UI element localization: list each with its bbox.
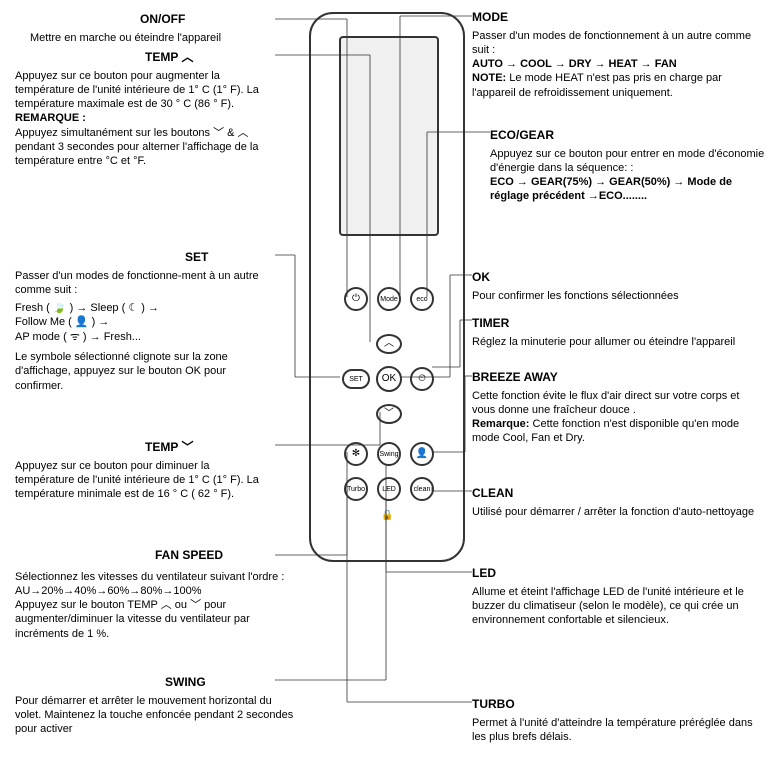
turbo-body: Permet à l'unité d'atteindre la températ…: [472, 716, 764, 745]
clean-button: clean: [410, 477, 434, 501]
annot-turbo: TURBO Permet à l'unité d'atteindre la te…: [472, 697, 764, 744]
mode-line2: AUTO → COOL → DRY → HEAT → FAN: [472, 58, 677, 70]
fan-label: ✻: [352, 449, 360, 459]
annot-temp-down: TEMP ﹀ Appuyez sur ce bouton pour diminu…: [15, 440, 270, 501]
turbo-label: Turbo: [347, 486, 365, 493]
annot-timer: TIMER Réglez la minuterie pour allumer o…: [472, 316, 764, 349]
timer-body: Réglez la minuterie pour allumer ou étei…: [472, 335, 764, 349]
set-line2: Fresh ( 🍃 ) → Sleep ( ☾ ) →: [15, 301, 270, 315]
set-label: SET: [349, 376, 363, 383]
annot-ok: OK Pour confirmer les fonctions sélectio…: [472, 270, 764, 303]
temp-down-title: TEMP ﹀: [15, 440, 270, 456]
annot-led: LED Allume et éteint l'affichage LED de …: [472, 566, 764, 627]
set-line4: AP mode ( ᯤ ) → Fresh...: [15, 330, 270, 344]
ok-title: OK: [472, 270, 764, 286]
temp-down-body: Appuyez sur ce bouton pour diminuer la t…: [15, 459, 270, 502]
annot-breeze: BREEZE AWAY Cette fonction évite le flux…: [472, 370, 764, 446]
led-body: Allume et éteint l'affichage LED de l'un…: [472, 585, 764, 628]
temp-up-body: Appuyez sur ce bouton pour augmenter la …: [15, 69, 270, 112]
fan-speed-line3: Appuyez sur le bouton TEMP ︿ ou ﹀ pour a…: [15, 598, 290, 641]
temp-up-title: TEMP ︿: [15, 50, 270, 66]
led-label: LED: [382, 486, 396, 493]
annot-mode: MODE Passer d'un modes de fonctionnement…: [472, 10, 764, 100]
ok-body: Pour confirmer les fonctions sélectionné…: [472, 289, 764, 303]
set-line3: Follow Me ( 👤 ) →: [15, 315, 270, 329]
turbo-title: TURBO: [472, 697, 764, 713]
temp-up-note-label: REMARQUE :: [15, 112, 86, 124]
annot-fan-speed: FAN SPEED Sélectionnez les vitesses du v…: [15, 548, 290, 641]
down-label: ﹀: [384, 409, 394, 419]
set-button: SET: [342, 369, 370, 389]
set-body1: Passer d'un modes de fonctionne-ment à u…: [15, 269, 270, 298]
timer-label: ⏲: [418, 374, 426, 384]
onoff-title: ON/OFF: [30, 12, 300, 28]
swing-body: Pour démarrer et arrêter le mouvement ho…: [15, 694, 295, 737]
annot-clean: CLEAN Utilisé pour démarrer / arrêter la…: [472, 486, 764, 519]
fan-speed-line1: Sélectionnez les vitesses du ventilateur…: [15, 570, 290, 584]
swing-label: Swing: [379, 451, 398, 458]
annot-eco: ECO/GEAR Appuyez sur ce bouton pour entr…: [490, 128, 765, 204]
led-title: LED: [472, 566, 764, 582]
clean-label: clean: [414, 486, 431, 493]
down-button: ﹀: [376, 404, 402, 424]
breeze-label: 👤: [416, 449, 428, 459]
breeze-body: Cette fonction évite le flux d'air direc…: [472, 389, 764, 418]
mode-title: MODE: [472, 10, 764, 26]
clean-body: Utilisé pour démarrer / arrêter la fonct…: [472, 505, 764, 519]
fan-speed-title: FAN SPEED: [15, 548, 290, 564]
eco-line2: ECO → GEAR(75%) → GEAR(50%) → Mode de ré…: [490, 176, 732, 202]
eco-line1: Appuyez sur ce bouton pour entrer en mod…: [490, 147, 765, 176]
annot-onoff: ON/OFF Mettre en marche ou éteindre l'ap…: [30, 12, 300, 45]
mode-note: Le mode HEAT n'est pas pris en charge pa…: [472, 72, 722, 98]
up-button: ︿: [376, 334, 402, 354]
annot-temp-up: TEMP ︿ Appuyez sur ce bouton pour augmen…: [15, 50, 270, 169]
remote-screen: [339, 36, 439, 236]
ok-button: OK: [376, 366, 402, 392]
remote-body: ⏻ Mode eco ︿ SET OK ⏲ ﹀ ✻ Swing 👤 Turbo LED clean 🔒: [309, 12, 465, 562]
timer-title: TIMER: [472, 316, 764, 332]
set-body2: Le symbole sélectionné clignote sur la z…: [15, 350, 270, 393]
mode-label: Mode: [380, 296, 398, 303]
up-label: ︿: [384, 339, 394, 349]
annot-set: SET Passer d'un modes de fonctionne-ment…: [15, 250, 270, 393]
eco-title: ECO/GEAR: [490, 128, 765, 144]
power-button: ⏻: [344, 287, 368, 311]
eco-button: eco: [410, 287, 434, 311]
turbo-button: Turbo: [344, 477, 368, 501]
mode-line1: Passer d'un modes de fonctionnement à un…: [472, 29, 764, 58]
breeze-note-label: Remarque:: [472, 418, 529, 430]
clean-title: CLEAN: [472, 486, 764, 502]
lock-icon: 🔒: [381, 509, 393, 522]
breeze-button: 👤: [410, 442, 434, 466]
timer-button: ⏲: [410, 367, 434, 391]
power-label: ⏻: [352, 294, 360, 304]
onoff-body: Mettre en marche ou éteindre l'appareil: [30, 31, 300, 45]
fan-button: ✻: [344, 442, 368, 466]
mode-button: Mode: [377, 287, 401, 311]
temp-up-note: Appuyez simultanément sur les boutons ﹀ …: [15, 126, 270, 169]
led-button: LED: [377, 477, 401, 501]
swing-button: Swing: [377, 442, 401, 466]
breeze-title: BREEZE AWAY: [472, 370, 764, 386]
swing-title: SWING: [15, 675, 295, 691]
set-title: SET: [15, 250, 270, 266]
fan-speed-line2: AU→20%→40%→60%→80%→100%: [15, 584, 290, 598]
annot-swing: SWING Pour démarrer et arrêter le mouvem…: [15, 675, 295, 736]
ok-label: OK: [382, 374, 396, 384]
mode-note-label: NOTE:: [472, 72, 506, 84]
eco-label: eco: [416, 296, 427, 303]
